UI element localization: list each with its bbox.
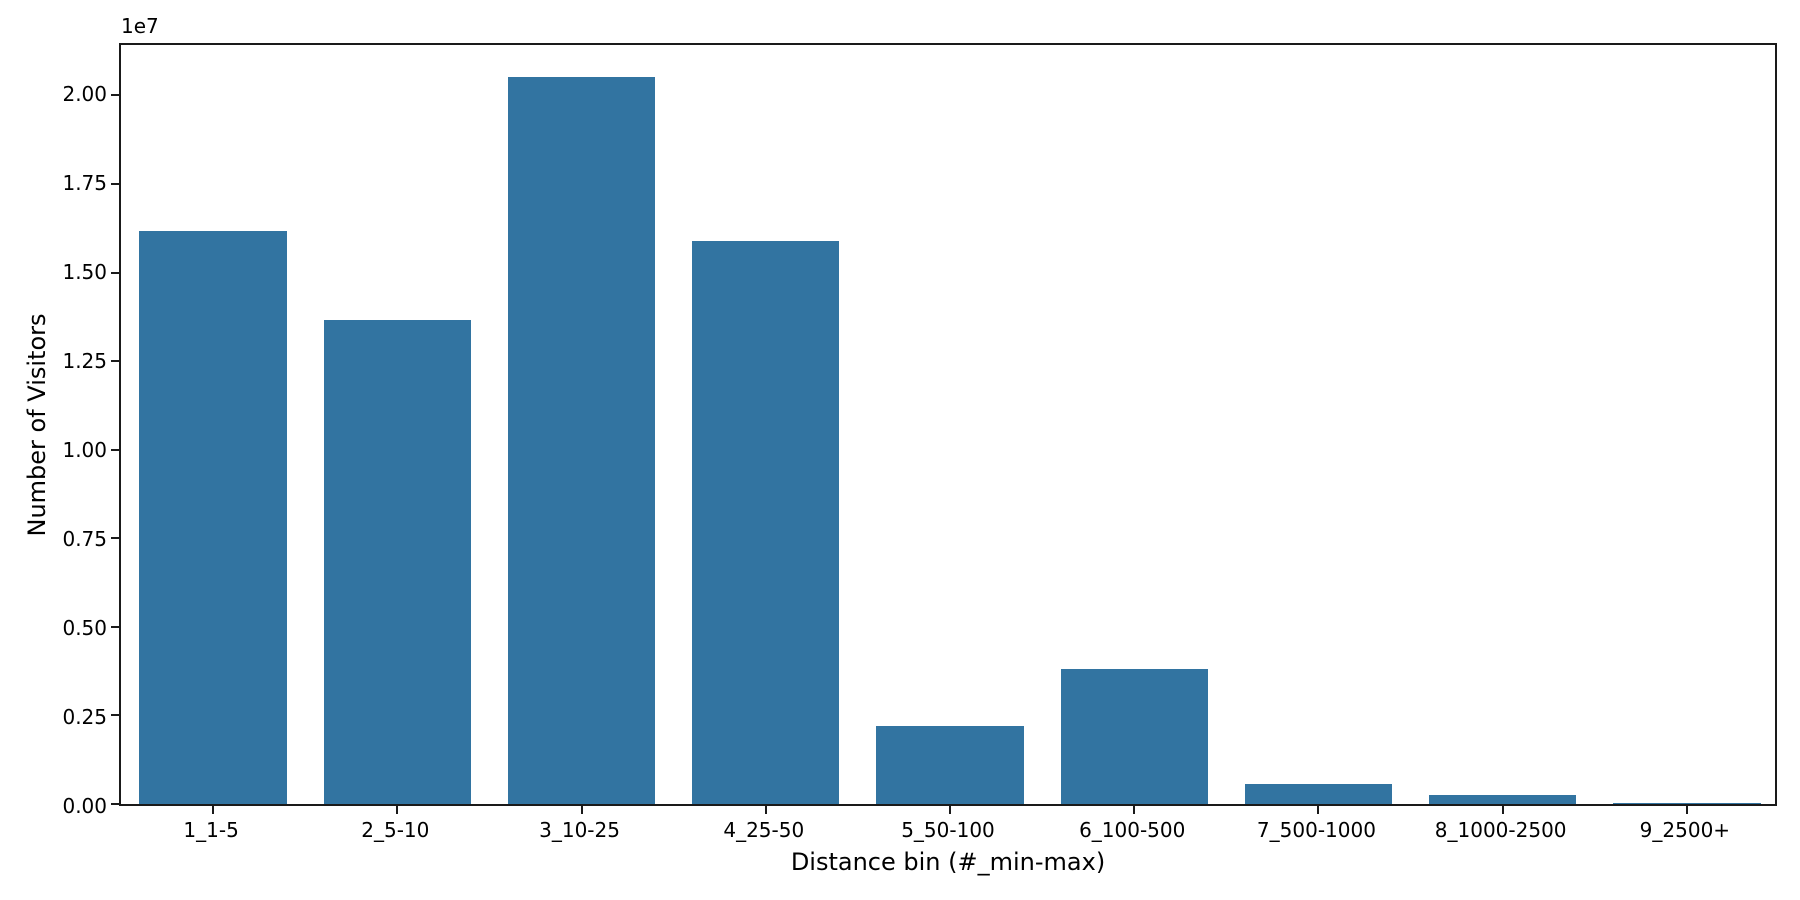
x-tick-mark [949,806,951,814]
bar-3_10-25 [507,77,656,804]
bar-2_5-10 [323,319,472,804]
y-tick-label: 0.25 [62,704,107,729]
y-tick-label: 0.75 [62,526,107,551]
bar-6_100-500 [1060,668,1208,804]
y-axis-offset-label: 1e7 [121,14,159,38]
y-tick-mark [111,537,119,540]
x-tick-mark [1133,806,1136,814]
y-tick-mark [111,271,119,274]
x-tick-mark [396,806,399,814]
y-tick-label: 1.25 [62,348,107,373]
bar-7_500-1000 [1244,784,1393,804]
x-tick-label-4_25-50: 4_25-50 [723,818,805,842]
y-tick-label: 0.00 [62,794,107,818]
y-axis-label: Number of Visitors [23,313,51,537]
y-tick-label: 2.00 [62,81,107,106]
y-tick-mark [111,182,119,185]
x-tick-label-1_1-5: 1_1-5 [183,818,239,842]
y-tick-mark [111,94,119,97]
y-tick-mark [111,448,119,451]
y-tick-mark [111,625,119,628]
x-tick-label-3_10-25: 3_10-25 [539,818,620,842]
y-tick-label: 1.50 [62,259,107,284]
x-tick-mark [1685,806,1688,814]
y-tick-label: 0.50 [62,615,107,640]
y-tick-mark [111,360,119,363]
x-tick-label-9_2500+: 9_2500+ [1639,818,1731,842]
bar-1_1-5 [139,230,287,804]
x-axis-label: Distance bin (#_min-max) [790,848,1106,876]
y-tick-label: 1.00 [62,437,107,462]
x-tick-mark [580,806,583,814]
x-tick-label-2_5-10: 2_5-10 [361,818,430,842]
x-tick-mark [764,806,767,814]
y-tick-mark [111,714,119,717]
x-tick-label-5_50-100: 5_50-100 [901,818,995,842]
x-tick-mark [212,806,215,814]
y-tick-mark [111,803,119,805]
x-tick-label-6_100-500: 6_100-500 [1079,818,1186,842]
x-tick-mark [1317,806,1320,814]
x-tick-label-7_500-1000: 7_500-1000 [1256,818,1376,842]
y-tick-label: 1.75 [62,170,107,195]
plot-area [111,43,1777,814]
bar-8_1000-2500 [1428,794,1577,804]
bar-5_50-100 [876,725,1024,804]
x-tick-mark [1501,806,1504,814]
bar-4_25-50 [692,241,840,804]
x-tick-label-8_1000-2500: 8_1000-2500 [1434,818,1567,842]
bar-9_2500+ [1613,803,1761,804]
